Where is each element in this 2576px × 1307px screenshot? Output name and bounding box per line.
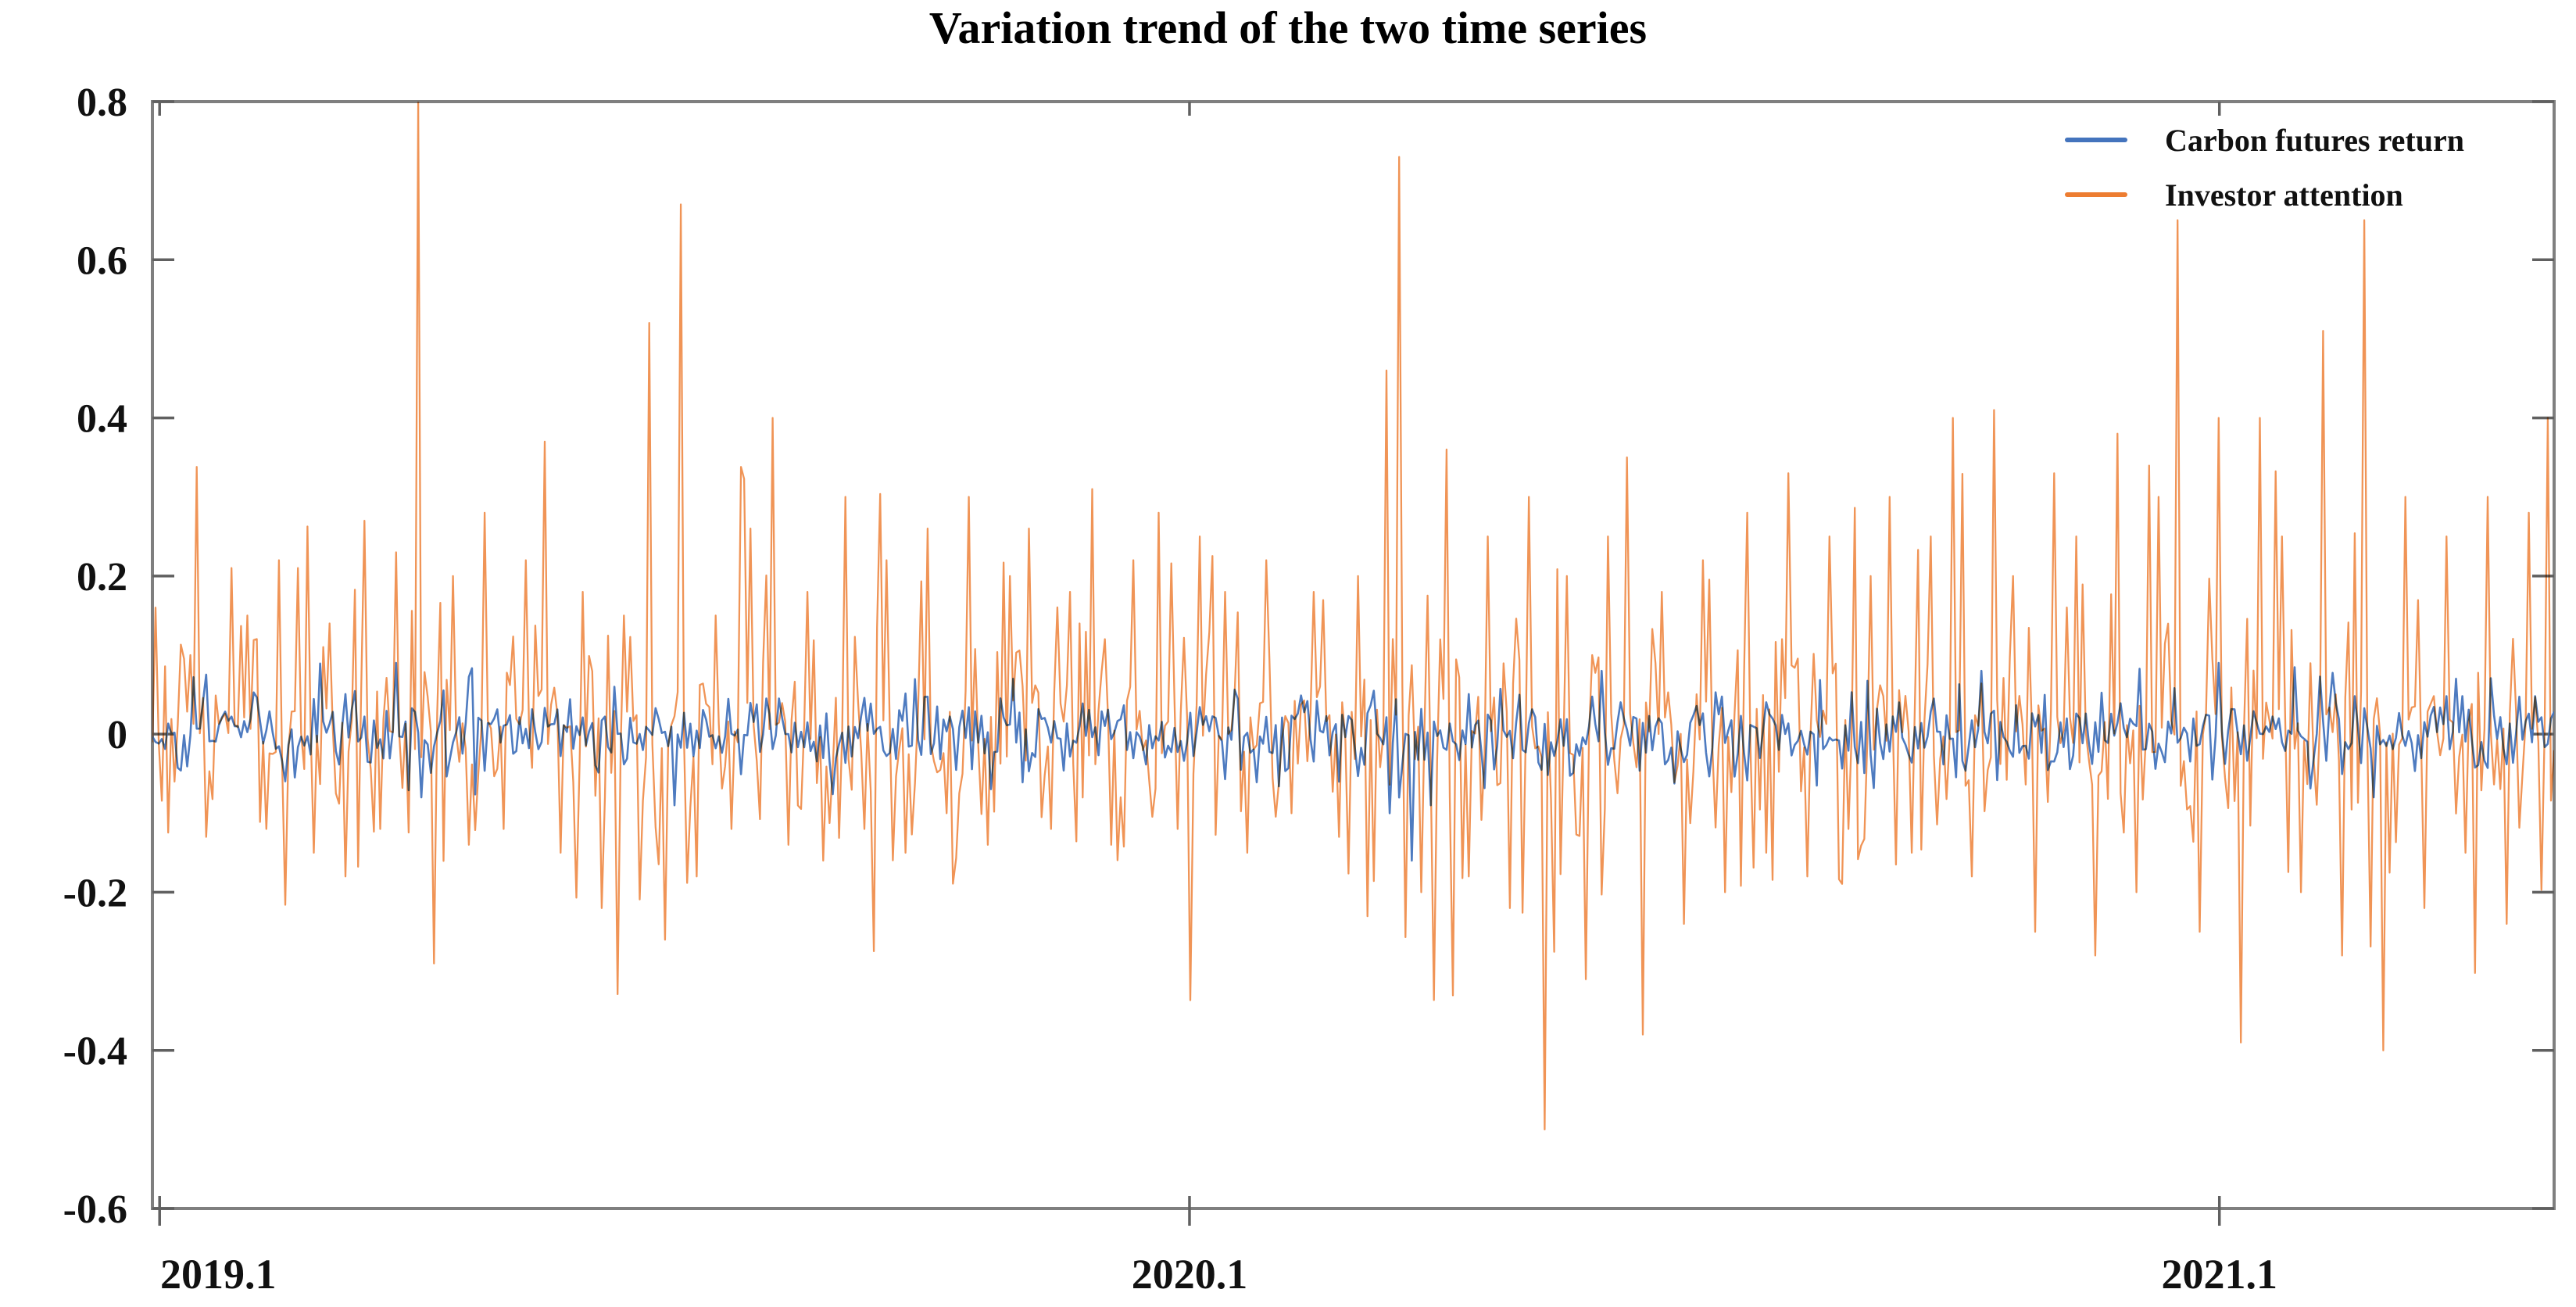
chart-title: Variation trend of the two time series (928, 2, 1648, 53)
line-swatch-icon (2065, 192, 2127, 197)
x-tick-label: 2019.1 (160, 1251, 277, 1298)
y-tick-label: 0.4 (77, 397, 127, 442)
y-tick-label: -0.6 (63, 1187, 127, 1232)
y-tick-label: 0 (107, 713, 127, 757)
y-tick-label: -0.2 (63, 871, 127, 915)
line-swatch-icon (2065, 138, 2127, 142)
legend: Carbon futures return Investor attention (2065, 117, 2464, 227)
legend-label: Investor attention (2165, 177, 2403, 213)
axis-frame (151, 100, 2556, 1210)
y-tick-label: -0.4 (63, 1029, 127, 1074)
axis-ticks (152, 100, 2554, 1226)
x-tick-label: 2020.1 (1132, 1251, 1248, 1298)
legend-label: Carbon futures return (2165, 122, 2464, 158)
legend-item-carbon-futures-return: Carbon futures return (2065, 117, 2464, 163)
legend-item-investor-attention: Investor attention (2065, 172, 2464, 217)
y-tick-label: 0.2 (77, 555, 127, 600)
x-tick-label: 2021.1 (2161, 1251, 2277, 1298)
y-tick-label: 0.6 (77, 238, 127, 283)
y-tick-label: 0.8 (77, 81, 127, 125)
axis-tick-labels: 0.8 0.6 0.4 0.2 0 -0.2 -0.4 -0.6 2019.1 2020.1 202… (63, 81, 2277, 1298)
series-investor-attention (152, 102, 2554, 1131)
